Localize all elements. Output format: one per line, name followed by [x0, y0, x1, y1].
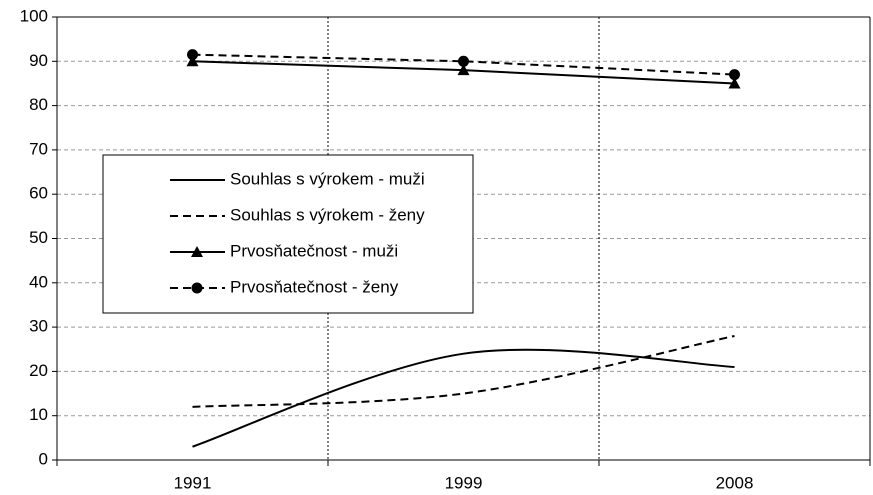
- series-line: [192, 334, 735, 408]
- legend-label: Souhlas s výrokem - ženy: [230, 205, 425, 224]
- y-tick-label: 90: [29, 51, 48, 70]
- legend-label: Prvosňatečnost - muži: [230, 241, 398, 260]
- series-line: [192, 348, 735, 448]
- marker: [191, 282, 203, 294]
- y-tick-label: 70: [29, 139, 48, 158]
- y-tick-label: 10: [29, 405, 48, 424]
- x-tick-label: 1999: [445, 473, 483, 492]
- y-tick-label: 100: [20, 6, 48, 25]
- y-tick-label: 80: [29, 95, 48, 114]
- y-tick-label: 0: [39, 449, 48, 468]
- marker: [457, 64, 470, 76]
- y-tick-label: 40: [29, 272, 48, 291]
- marker: [458, 55, 469, 67]
- marker: [186, 55, 199, 67]
- y-tick-label: 50: [29, 228, 48, 247]
- legend-label: Prvosňatečnost - ženy: [230, 277, 399, 296]
- marker: [187, 49, 198, 61]
- marker: [728, 77, 741, 89]
- legend-label: Souhlas s výrokem - muži: [230, 169, 425, 188]
- marker: [729, 69, 740, 81]
- y-tick-label: 60: [29, 184, 48, 203]
- x-tick-label: 2008: [716, 473, 754, 492]
- x-tick-label: 1991: [174, 473, 212, 492]
- y-tick-label: 30: [29, 317, 48, 336]
- y-tick-label: 20: [29, 361, 48, 380]
- legend-box: [102, 154, 474, 314]
- marker: [191, 246, 203, 257]
